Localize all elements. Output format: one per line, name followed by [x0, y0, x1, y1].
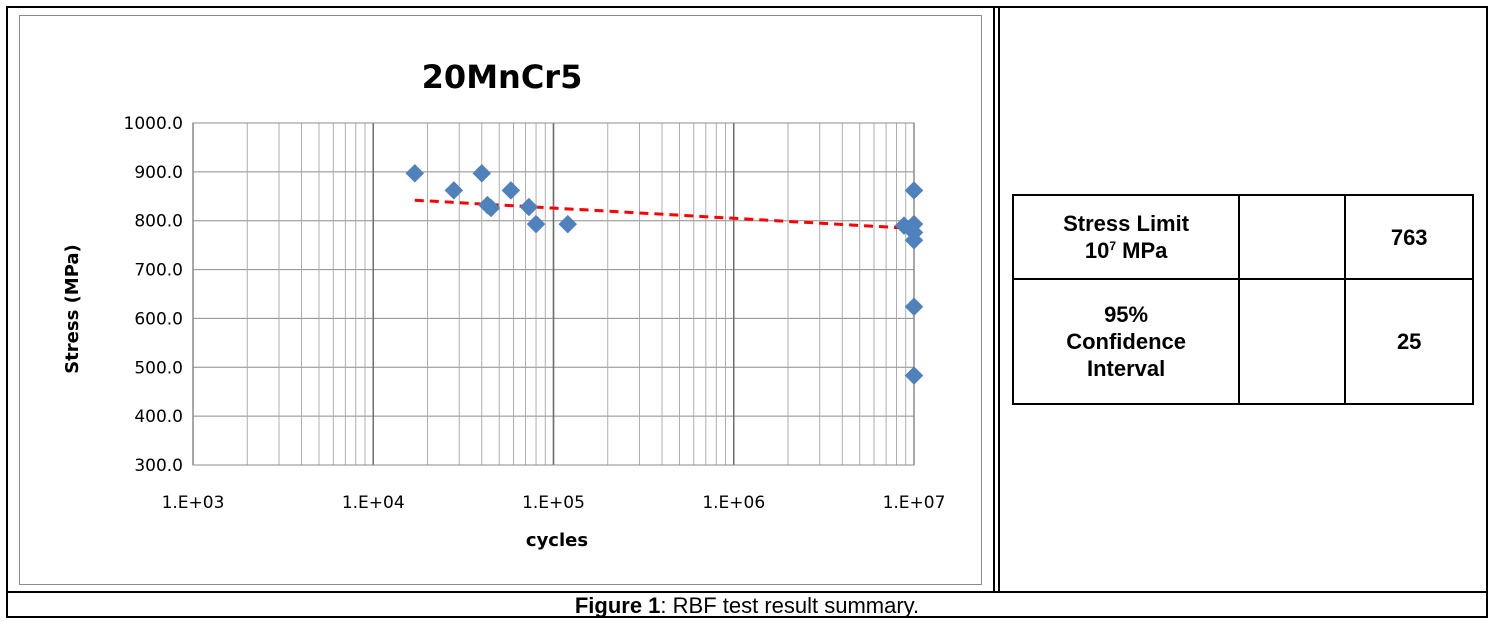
data-point	[519, 197, 539, 217]
data-point	[904, 297, 924, 317]
data-point	[472, 163, 492, 183]
y-tick-label: 300.0	[134, 456, 183, 476]
y-tick-label: 400.0	[134, 407, 183, 427]
stress-limit-label-cell: Stress Limit 107 MPa	[1011, 193, 1241, 281]
stress-limit-label: Stress Limit	[1063, 211, 1190, 237]
y-tick-label: 600.0	[134, 309, 183, 329]
y-tick-label: 900.0	[134, 163, 183, 183]
data-point	[904, 230, 924, 250]
data-point	[481, 198, 501, 218]
y-tick-label: 700.0	[134, 261, 183, 281]
y-tick-label: 500.0	[134, 358, 183, 378]
sn-chart: 20MnCr5 1000.0 900.0 800.0 700.0 600.0 500.0 4…	[62, 58, 946, 551]
data-point	[405, 163, 425, 183]
x-tick-label: 1.E+05	[522, 493, 585, 513]
chart-title: 20MnCr5	[422, 58, 583, 96]
x-tick-label: 1.E+06	[702, 493, 765, 513]
confidence-label-line2: Confidence	[1066, 329, 1186, 355]
y-tick-labels: 1000.0 900.0 800.0 700.0 600.0 500.0 400.0 300.…	[124, 114, 183, 476]
data-point	[444, 181, 464, 200]
data-points	[405, 163, 924, 385]
confidence-value: 25	[1344, 278, 1474, 405]
x-tick-label: 1.E+07	[883, 493, 946, 513]
column-divider	[993, 6, 995, 592]
figure-caption: Figure 1: RBF test result summary.	[8, 593, 1486, 619]
empty-cell	[1238, 278, 1347, 405]
x-tick-labels: 1.E+03 1.E+04 1.E+05 1.E+06 1.E+07	[162, 493, 946, 513]
stress-limit-value: 763	[1344, 193, 1474, 281]
figure-caption-text: : RBF test result summary.	[660, 593, 920, 618]
figure-label: Figure 1	[574, 593, 661, 618]
y-tick-label: 800.0	[134, 212, 183, 232]
chart-area: 20MnCr5 1000.0 900.0 800.0 700.0 600.0 500.0 4…	[19, 15, 982, 585]
y-axis-label: Stress (MPa)	[62, 244, 83, 374]
y-tick-label: 1000.0	[124, 114, 183, 134]
layout-frame	[6, 6, 1488, 618]
plot-border	[192, 122, 915, 466]
data-point	[501, 181, 521, 200]
table-row: 95% Confidence Interval 25	[1011, 278, 1474, 405]
row-divider	[6, 591, 1488, 593]
confidence-label-line1: 95%	[1104, 302, 1149, 328]
confidence-label-cell: 95% Confidence Interval	[1011, 278, 1241, 405]
stress-limit-table: Stress Limit 107 MPa 763 95% Confidence …	[1011, 193, 1474, 405]
data-point	[526, 214, 546, 234]
confidence-label-line3: Interval	[1086, 356, 1166, 382]
data-point	[904, 366, 924, 385]
stress-limit-unit: 107 MPa	[1014, 237, 1238, 264]
table-row: Stress Limit 107 MPa 763	[1011, 193, 1474, 281]
empty-cell	[1238, 193, 1347, 281]
data-point	[904, 181, 924, 200]
grid	[192, 122, 915, 466]
stress-limit-unit-rest: MPa	[1116, 238, 1168, 264]
data-point	[558, 214, 578, 234]
x-axis-label: cycles	[526, 530, 588, 551]
trendline-path	[414, 198, 915, 231]
column-divider	[998, 6, 1000, 592]
stress-limit-unit-base: 10	[1084, 238, 1110, 264]
trendline	[414, 198, 915, 231]
x-tick-label: 1.E+04	[342, 493, 405, 513]
x-tick-label: 1.E+03	[162, 493, 225, 513]
stress-limit-exponent: 7	[1109, 239, 1116, 254]
